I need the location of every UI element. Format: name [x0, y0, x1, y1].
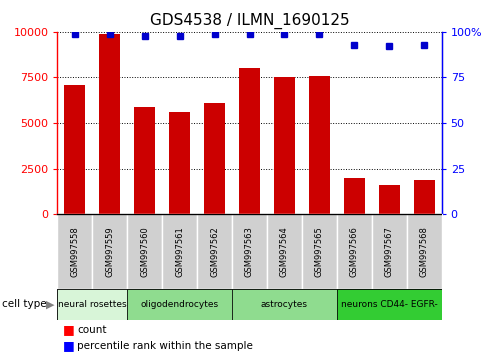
- Bar: [232, 214, 267, 289]
- Text: GSM997562: GSM997562: [210, 226, 219, 277]
- Bar: [134, 107, 155, 214]
- Bar: [57, 289, 127, 320]
- Bar: [344, 178, 365, 214]
- Text: GSM997558: GSM997558: [70, 226, 79, 277]
- Bar: [379, 185, 400, 214]
- Bar: [337, 289, 442, 320]
- Bar: [372, 214, 407, 289]
- Bar: [99, 34, 120, 214]
- Text: neural rosettes: neural rosettes: [58, 300, 127, 309]
- Bar: [407, 214, 442, 289]
- Bar: [204, 103, 225, 214]
- Text: GSM997567: GSM997567: [385, 226, 394, 277]
- Bar: [162, 214, 197, 289]
- Bar: [274, 78, 295, 214]
- Text: GSM997563: GSM997563: [245, 226, 254, 277]
- Text: GSM997564: GSM997564: [280, 226, 289, 277]
- Text: ■: ■: [62, 323, 74, 336]
- Text: ■: ■: [62, 339, 74, 352]
- Bar: [414, 179, 435, 214]
- Title: GDS4538 / ILMN_1690125: GDS4538 / ILMN_1690125: [150, 13, 349, 29]
- Text: neurons CD44- EGFR-: neurons CD44- EGFR-: [341, 300, 438, 309]
- Text: GSM997566: GSM997566: [350, 226, 359, 277]
- Bar: [232, 289, 337, 320]
- Text: GSM997561: GSM997561: [175, 226, 184, 277]
- Bar: [267, 214, 302, 289]
- Bar: [197, 214, 232, 289]
- Text: GSM997560: GSM997560: [140, 226, 149, 277]
- Bar: [309, 76, 330, 214]
- Text: GSM997565: GSM997565: [315, 226, 324, 277]
- Bar: [169, 112, 190, 214]
- Text: percentile rank within the sample: percentile rank within the sample: [77, 341, 253, 350]
- Bar: [57, 214, 92, 289]
- Text: ▶: ▶: [46, 299, 54, 309]
- Text: GSM997568: GSM997568: [420, 226, 429, 277]
- Bar: [337, 214, 372, 289]
- Text: cell type: cell type: [2, 299, 47, 309]
- Text: astrocytes: astrocytes: [261, 300, 308, 309]
- Bar: [127, 214, 162, 289]
- Bar: [127, 289, 232, 320]
- Bar: [239, 68, 260, 214]
- Bar: [64, 85, 85, 214]
- Text: count: count: [77, 325, 107, 335]
- Bar: [92, 214, 127, 289]
- Text: GSM997559: GSM997559: [105, 226, 114, 277]
- Text: oligodendrocytes: oligodendrocytes: [141, 300, 219, 309]
- Bar: [302, 214, 337, 289]
